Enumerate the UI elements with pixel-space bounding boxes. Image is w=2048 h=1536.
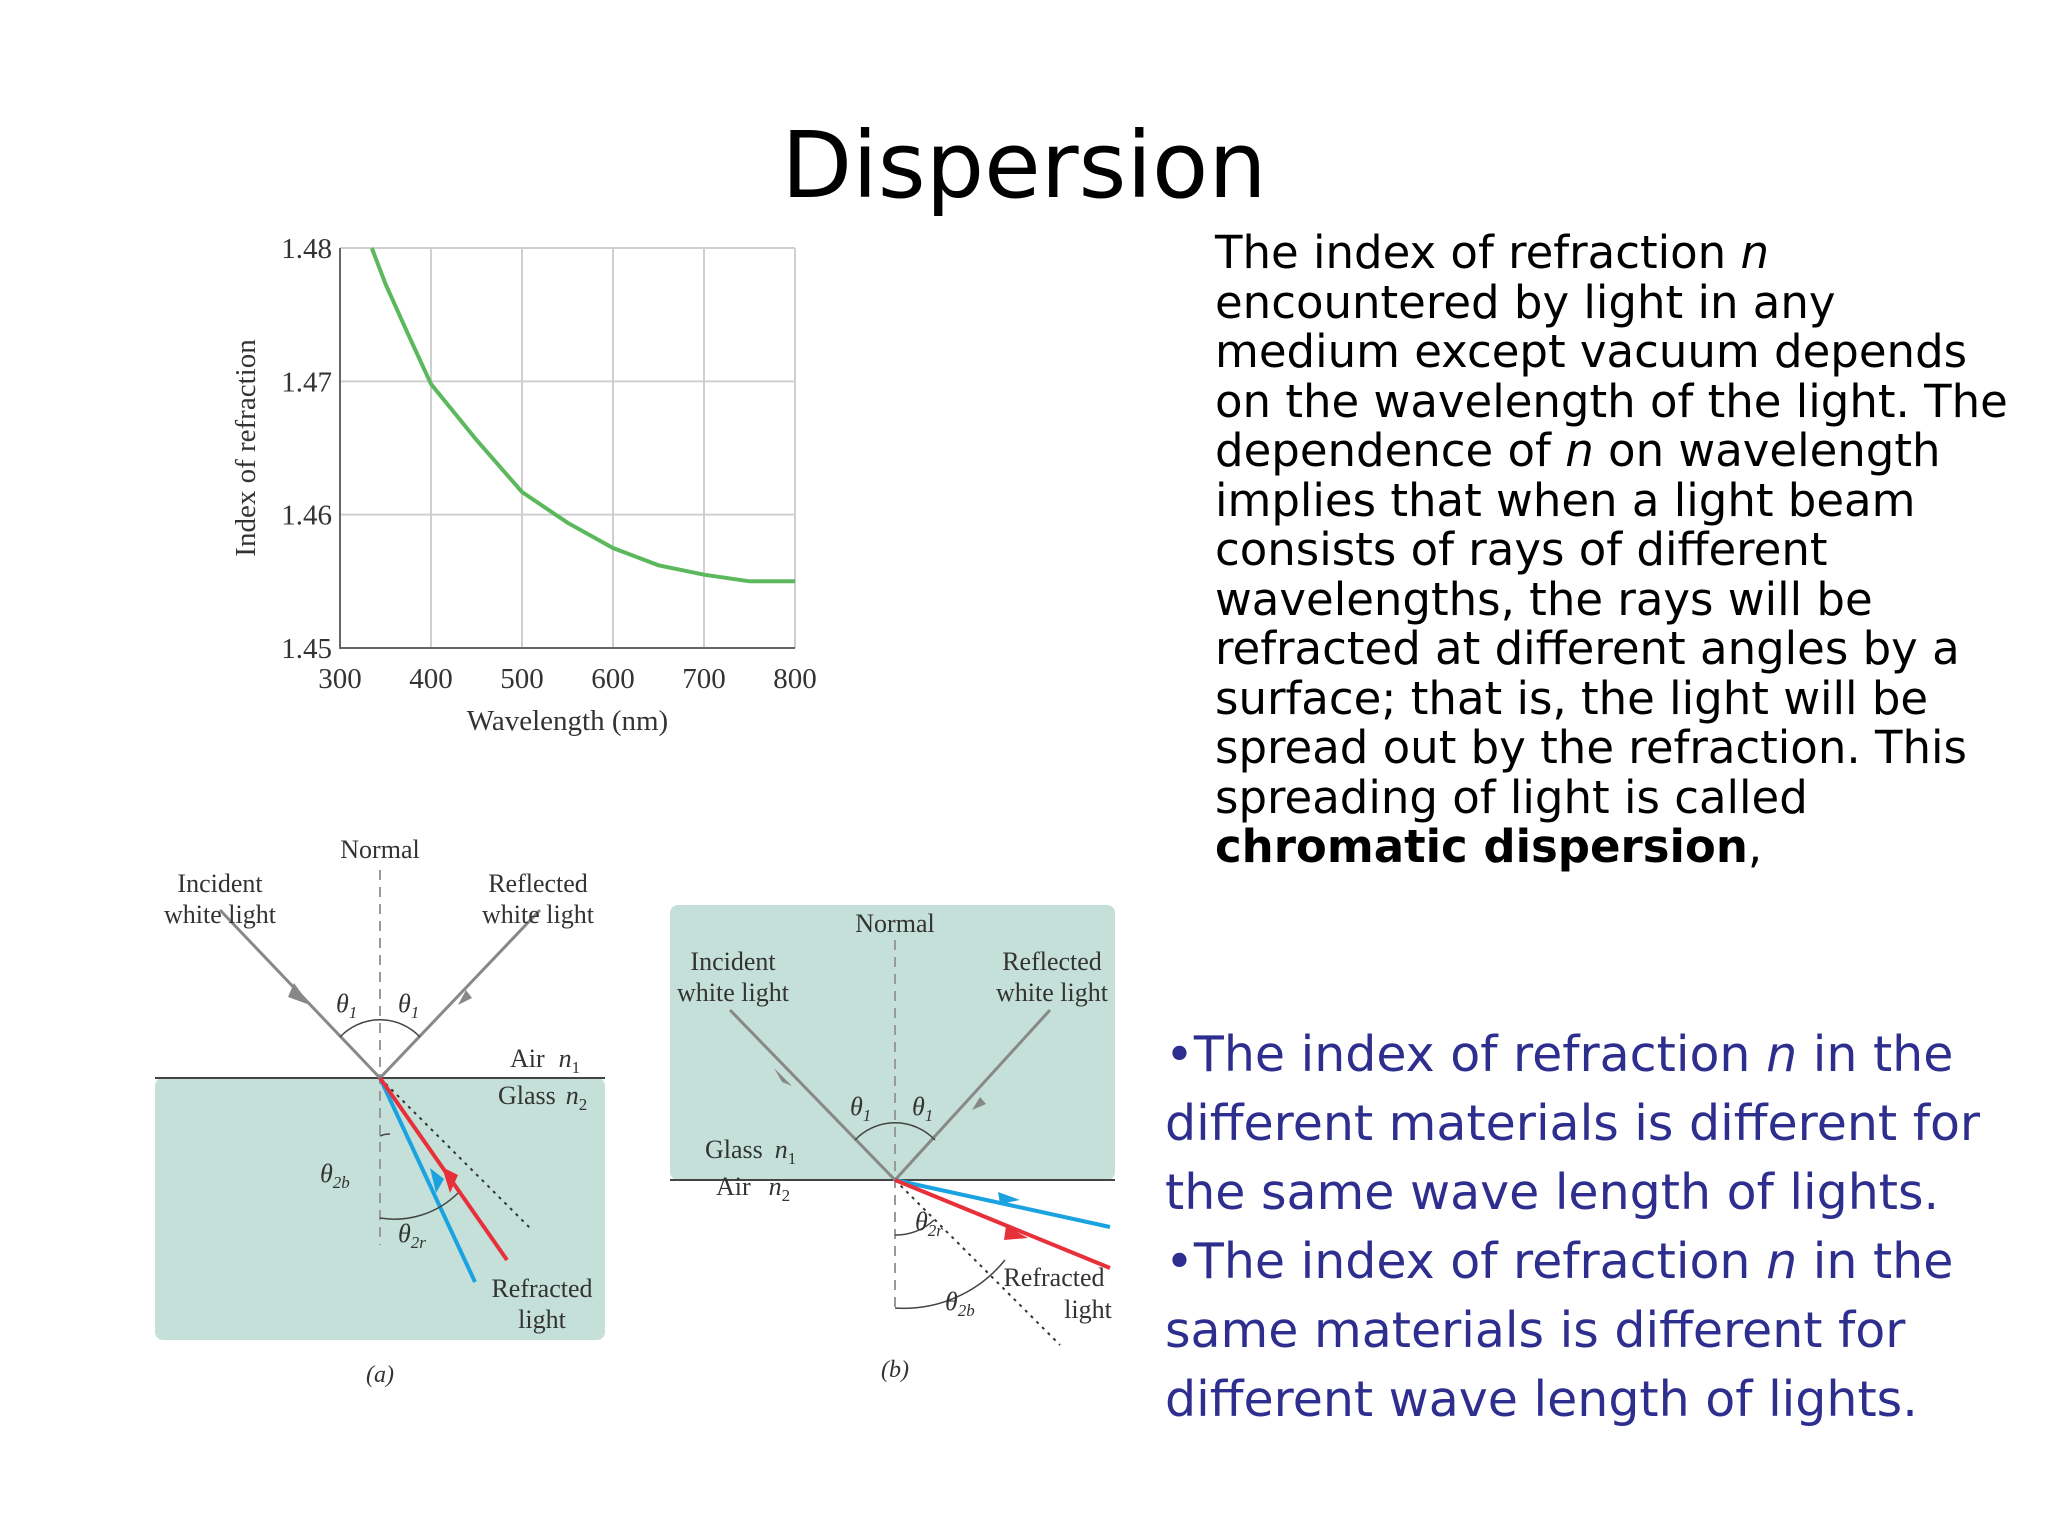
theta2r-label: θ2r [398, 1219, 426, 1252]
refracted-label-1: Refracted [1003, 1263, 1104, 1292]
chart-x-tick-label: 500 [500, 663, 544, 695]
glass-label: Glass n1 [705, 1135, 796, 1168]
figure-b-reflection-refraction: Normal Incident white light Reflected wh… [670, 905, 1115, 1383]
reflected-arrowhead [458, 990, 472, 1005]
chart-y-tick-label: 1.45 [281, 633, 332, 665]
theta2r-arc [894, 1219, 935, 1236]
chart-y-label: Index of refraction [230, 339, 262, 557]
incident-label-2: white light [164, 900, 277, 929]
reflected-label-1: Reflected [1002, 947, 1102, 976]
theta2b-label: θ2b [320, 1159, 350, 1192]
paragraph-text-4: , [1747, 820, 1763, 873]
paragraph-n-symbol: n [1740, 226, 1769, 279]
theta1-arc [339, 1019, 421, 1038]
reflected-ray [378, 908, 542, 1080]
air-label: Air n1 [510, 1044, 580, 1077]
dotted-extension [379, 1077, 531, 1229]
definition-paragraph: The index of refraction n encountered by… [1215, 228, 2015, 872]
theta2b-arc [894, 1259, 1006, 1310]
reflected-ray [893, 1008, 1052, 1182]
incident-arrowhead [288, 983, 310, 1005]
chart-x-tick-label: 700 [682, 663, 726, 695]
blue-arrowhead [430, 1168, 444, 1193]
blue-ray [378, 1077, 477, 1283]
normal-label: Normal [340, 835, 419, 864]
blue-arrowhead [998, 1192, 1020, 1204]
chart-y-tick-label: 1.47 [281, 366, 332, 398]
normal-label: Normal [855, 909, 934, 938]
bullet-list: •The index of refraction n in the differ… [1165, 1020, 2045, 1434]
caption-b: (b) [881, 1357, 909, 1383]
theta1-left-label: θ1 [336, 989, 357, 1022]
caption-a: (a) [366, 1362, 394, 1388]
slide-title: Dispersion [781, 112, 1267, 219]
chart-x-tick-label: 800 [773, 663, 817, 695]
refracted-label-1: Refracted [491, 1274, 592, 1303]
glass-label: Glass n2 [498, 1081, 587, 1114]
theta2b-arc [379, 1133, 391, 1137]
dispersion-chart: 300 400 500 600 700 800 1.45 1.46 1.47 1.48 Wave… [230, 233, 817, 737]
glass-region [670, 905, 1115, 1180]
red-arrowhead [1004, 1226, 1028, 1240]
chart-x-tick-label: 400 [409, 663, 453, 695]
paragraph-text-1: The index of refraction [1215, 226, 1741, 279]
chart-x-ticks: 300 400 500 600 700 800 [318, 663, 817, 695]
chromatic-dispersion-term: chromatic dispersion [1215, 820, 1748, 873]
incident-label-1: Incident [177, 869, 263, 898]
reflected-label-2: white light [996, 978, 1109, 1007]
refracted-label-2: light [518, 1305, 566, 1334]
chart-y-tick-label: 1.48 [281, 233, 332, 265]
chart-axes [339, 248, 795, 649]
chart-x-tick-label: 300 [318, 663, 362, 695]
red-arrowhead [442, 1167, 458, 1193]
paragraph-text-3: on wavelength implies that when a light … [1215, 424, 1967, 824]
theta2r-label: θ2r [915, 1207, 943, 1240]
theta1-left-label: θ1 [850, 1092, 871, 1125]
chart-series-line [369, 247, 795, 584]
bullet-item: •The index of refraction n in the same m… [1165, 1233, 1954, 1428]
incident-arrowhead [774, 1068, 792, 1086]
chart-y-ticks: 1.45 1.46 1.47 1.48 [281, 233, 332, 665]
paragraph-text-2: encountered by light in any medium excep… [1215, 275, 2008, 477]
red-ray [894, 1178, 1111, 1270]
chart-y-tick-label: 1.46 [281, 500, 332, 532]
refracted-label-2: light [1064, 1295, 1112, 1324]
incident-ray [728, 1008, 897, 1182]
glass-region [155, 1078, 605, 1340]
reflected-label-2: white light [482, 900, 595, 929]
paragraph-n-symbol-2: n [1565, 424, 1594, 477]
theta1-arc [854, 1122, 936, 1141]
reflected-arrowhead [972, 1097, 986, 1110]
figure-a-reflection-refraction: Normal Incident white light Reflected wh… [155, 835, 605, 1388]
air-label: Air n2 [716, 1172, 790, 1205]
theta1-right-label: θ1 [398, 989, 419, 1022]
incident-label-1: Incident [690, 947, 776, 976]
dotted-extension [894, 1179, 1061, 1346]
chart-x-label: Wavelength (nm) [467, 705, 668, 737]
theta2r-arc [379, 1192, 459, 1220]
bullet-item: •The index of refraction n in the differ… [1165, 1026, 1981, 1221]
theta2b-label: θ2b [945, 1287, 975, 1320]
chart-x-tick-label: 600 [591, 663, 635, 695]
reflected-label-1: Reflected [488, 869, 588, 898]
theta1-right-label: θ1 [912, 1092, 933, 1125]
chart-axis-lines [339, 248, 795, 649]
incident-label-2: white light [677, 978, 790, 1007]
chart-grid [339, 247, 796, 649]
